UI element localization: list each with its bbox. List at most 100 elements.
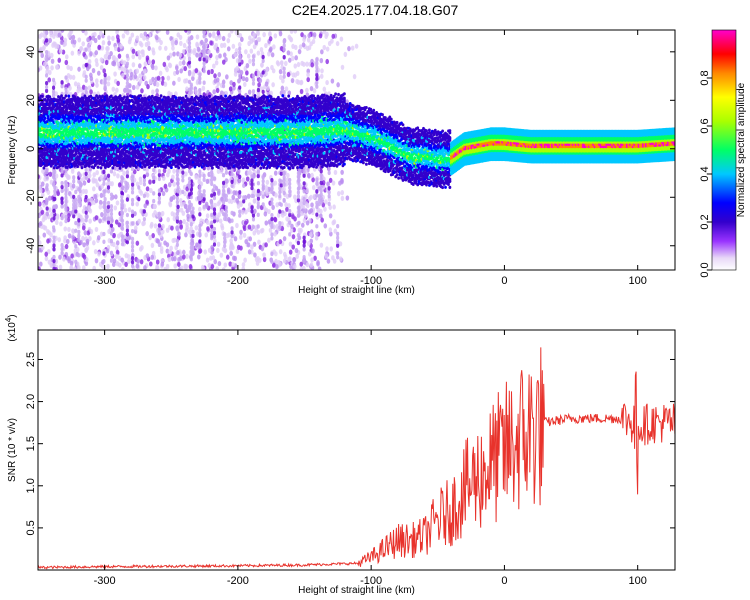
heatmap-cell xyxy=(184,232,188,238)
heatmap-cell xyxy=(60,83,64,89)
heatmap-cell xyxy=(173,256,177,262)
heatmap-cell xyxy=(202,65,206,70)
heatmap-cell xyxy=(55,64,59,70)
heatmap-cell xyxy=(238,178,242,183)
heatmap-cell xyxy=(157,192,162,197)
heatmap-cell xyxy=(138,73,143,79)
heatmap-cell xyxy=(155,259,160,265)
heatmap-cell xyxy=(130,256,135,261)
heatmap-cell xyxy=(235,65,240,71)
heatmap-cell xyxy=(89,75,94,82)
heatmap-cell xyxy=(73,81,78,87)
heatmap-cell xyxy=(44,38,49,43)
heatmap-cell xyxy=(171,174,175,180)
heatmap-cell xyxy=(279,171,283,176)
heatmap-cell xyxy=(114,194,118,200)
heatmap-cell xyxy=(247,249,252,255)
heatmap-cell xyxy=(221,192,226,197)
heatmap-cell xyxy=(272,44,276,50)
heatmap-cell xyxy=(345,195,350,201)
heatmap-cell xyxy=(175,242,179,247)
heatmap-cell xyxy=(256,196,261,201)
heatmap-cell xyxy=(235,197,239,204)
heatmap-cell xyxy=(231,194,236,200)
heatmap-cell xyxy=(82,242,86,248)
heatmap-cell xyxy=(212,211,217,216)
heatmap-cell xyxy=(78,181,82,186)
heatmap-cell xyxy=(137,196,141,202)
heatmap-cell xyxy=(296,190,301,195)
heatmap-cell xyxy=(130,213,135,218)
heatmap-cell xyxy=(40,181,45,187)
heatmap-cell xyxy=(187,207,192,213)
heatmap-cell xyxy=(55,43,60,49)
heatmap-cell xyxy=(288,220,292,225)
heatmap-cell xyxy=(251,224,256,230)
heatmap-cell xyxy=(194,225,199,231)
heatmap-cell xyxy=(295,253,300,259)
heatmap-cell xyxy=(60,246,64,252)
heatmap-cell xyxy=(268,31,272,37)
heatmap-cell xyxy=(157,227,162,232)
heatmap-cell xyxy=(57,237,62,243)
heatmap-cell xyxy=(77,222,81,227)
heatmap-cell xyxy=(236,244,241,250)
heatmap-cell xyxy=(121,33,126,39)
heatmap-cell xyxy=(270,197,274,202)
heatmap-cell xyxy=(47,195,52,201)
heatmap-cell xyxy=(160,261,165,267)
heatmap-cell xyxy=(137,50,141,56)
heatmap-cell xyxy=(187,56,192,61)
heatmap-cell xyxy=(319,196,323,201)
heatmap-cell xyxy=(68,85,72,91)
heatmap-cell xyxy=(67,32,71,39)
heatmap-cell xyxy=(111,35,115,41)
heatmap-cell xyxy=(66,64,70,70)
heatmap-cell xyxy=(176,204,180,210)
heatmap-cell xyxy=(230,234,234,239)
heatmap-cell xyxy=(202,30,206,35)
heatmap-cell xyxy=(305,220,310,226)
heatmap-cell xyxy=(167,182,172,188)
heatmap-cell xyxy=(212,219,217,224)
heatmap-cell xyxy=(278,221,282,226)
heatmap-cell xyxy=(310,202,314,208)
heatmap-cell xyxy=(78,184,82,190)
heatmap-cell xyxy=(51,93,56,98)
heatmap-cell xyxy=(103,72,107,78)
heatmap-cell xyxy=(256,87,261,93)
heatmap-cell xyxy=(292,263,297,270)
heatmap-cell xyxy=(148,235,152,241)
heatmap-cell xyxy=(224,197,228,203)
heatmap-cell xyxy=(152,198,156,204)
heatmap-cell xyxy=(52,235,56,240)
heatmap-cell xyxy=(84,74,88,79)
heatmap-cell xyxy=(181,60,186,66)
heatmap-cell xyxy=(64,94,68,98)
heatmap-cell xyxy=(306,37,311,43)
heatmap-cell xyxy=(202,45,206,51)
heatmap-cell xyxy=(252,198,257,204)
heatmap-cell xyxy=(161,190,166,197)
heatmap-cell xyxy=(250,182,254,187)
heatmap-cell xyxy=(120,234,125,239)
heatmap-cell xyxy=(279,183,283,188)
heatmap-cell xyxy=(113,45,118,52)
heatmap-cell xyxy=(228,261,233,267)
heatmap-cell xyxy=(323,223,328,229)
heatmap-cell xyxy=(213,202,217,208)
heatmap-cell xyxy=(250,185,254,191)
heatmap-cell xyxy=(328,177,333,183)
heatmap-cell xyxy=(325,58,330,65)
heatmap-cell xyxy=(210,212,214,218)
heatmap-cell xyxy=(64,191,68,197)
heatmap-cell xyxy=(125,232,130,237)
heatmap-cell xyxy=(60,243,64,248)
heatmap-cell xyxy=(183,203,188,210)
heatmap-cell xyxy=(278,249,283,255)
heatmap-cell xyxy=(187,168,192,174)
heatmap-cell xyxy=(296,232,301,238)
heatmap-cell xyxy=(115,34,120,40)
heatmap-cell xyxy=(80,166,84,170)
heatmap-cell xyxy=(130,236,135,242)
